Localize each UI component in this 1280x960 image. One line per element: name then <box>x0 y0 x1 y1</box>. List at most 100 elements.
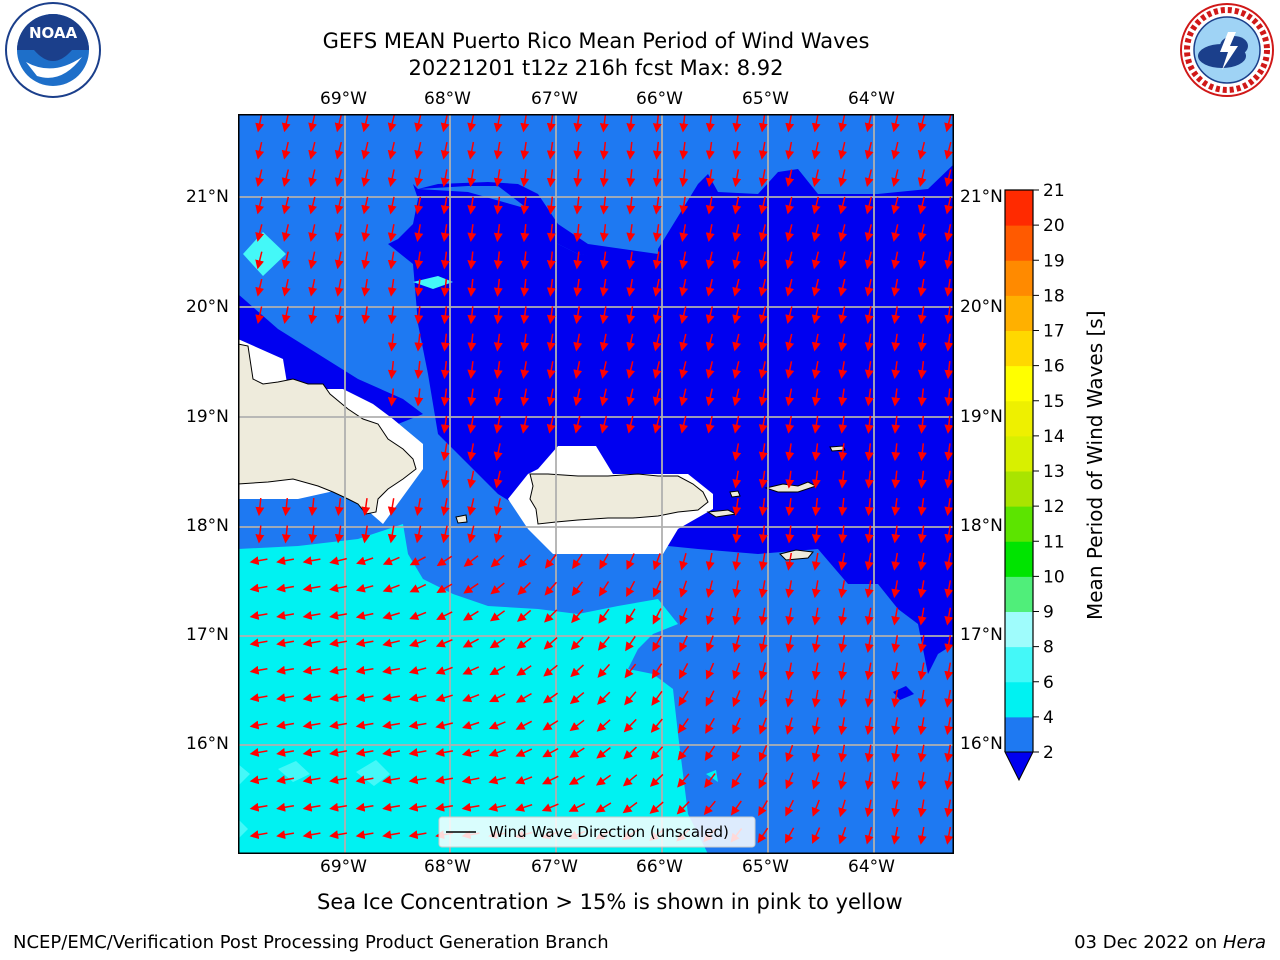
colorbar-box <box>1005 225 1033 261</box>
wave-direction-arrow <box>572 553 583 570</box>
colorbar-box <box>1005 611 1033 648</box>
wave-direction-arrow <box>249 775 268 785</box>
wave-direction-arrow <box>489 610 506 622</box>
wave-direction-arrow <box>705 169 715 188</box>
wave-direction-arrow <box>520 415 530 434</box>
wave-direction-arrow <box>626 224 636 242</box>
wave-direction-arrow <box>864 333 874 352</box>
lon-label-bottom-66w: 66°W <box>636 857 683 877</box>
wave-direction-arrow <box>785 689 795 708</box>
colorbar-tick-label: 15 <box>1043 392 1065 412</box>
wave-direction-arrow <box>811 388 821 407</box>
wave-direction-arrow <box>732 224 742 242</box>
wave-direction-arrow <box>891 635 901 653</box>
wave-direction-arrow <box>387 361 397 380</box>
wave-direction-arrow <box>785 388 795 407</box>
wave-direction-arrow <box>679 607 688 625</box>
wave-direction-arrow <box>493 415 503 434</box>
wave-direction-arrow <box>626 114 636 133</box>
wave-direction-arrow <box>599 196 609 215</box>
wave-direction-arrow <box>334 114 344 133</box>
wave-direction-arrow <box>382 830 401 840</box>
wave-direction-arrow <box>732 141 742 160</box>
wave-direction-arrow <box>626 196 636 215</box>
wave-direction-arrow <box>276 693 295 703</box>
wave-direction-arrow <box>864 552 874 571</box>
wave-direction-arrow <box>732 333 742 352</box>
colorbar-boxes <box>1004 189 1034 782</box>
wave-direction-arrow <box>705 114 715 133</box>
wave-direction-arrow <box>917 772 927 790</box>
wave-direction-arrow <box>838 388 848 407</box>
wave-direction-arrow <box>302 638 321 648</box>
wave-direction-arrow <box>626 306 636 325</box>
wave-direction-arrow <box>917 662 927 681</box>
wave-direction-arrow <box>705 333 715 352</box>
wave-direction-arrow <box>408 830 427 840</box>
wave-direction-arrow <box>515 692 532 703</box>
lat-label-left-20n: 20°N <box>186 297 229 317</box>
wave-direction-arrow <box>546 114 556 133</box>
wave-direction-arrow <box>361 525 371 544</box>
date-text: 03 Dec 2022 on Hera <box>1074 932 1266 953</box>
wave-direction-arrow <box>302 611 321 620</box>
wave-direction-arrow <box>732 552 742 571</box>
wave-direction-arrow <box>329 611 348 620</box>
wave-direction-arrow <box>652 415 662 434</box>
map-panel: Wind Wave Direction (unscaled) <box>238 114 954 854</box>
wave-direction-arrow <box>758 552 768 571</box>
wave-direction-arrow <box>785 224 795 242</box>
wave-direction-arrow <box>811 580 821 599</box>
wave-direction-arrow <box>626 388 636 407</box>
wave-direction-arrow <box>493 278 503 297</box>
wave-direction-arrow <box>382 775 401 785</box>
wave-direction-arrow <box>308 251 318 270</box>
wave-direction-arrow <box>493 498 503 516</box>
wave-direction-arrow <box>408 693 427 703</box>
wave-direction-arrow <box>944 799 954 818</box>
wave-direction-arrow <box>329 583 348 593</box>
wave-direction-arrow <box>917 306 927 325</box>
wave-direction-arrow <box>440 470 450 489</box>
wave-direction-arrow <box>546 141 556 160</box>
wave-direction-arrow <box>731 745 742 762</box>
wave-direction-arrow <box>516 637 532 649</box>
wave-direction-arrow <box>864 251 874 270</box>
wave-direction-arrow <box>382 638 400 648</box>
wave-direction-arrow <box>705 251 715 270</box>
wave-direction-arrow <box>626 553 635 570</box>
wave-direction-arrow <box>571 581 584 597</box>
wave-direction-arrow <box>440 525 450 544</box>
wave-direction-arrow <box>414 251 424 270</box>
wave-direction-arrow <box>758 361 768 379</box>
wave-direction-arrow <box>599 306 609 325</box>
credit-text: NCEP/EMC/Verification Post Processing Pr… <box>13 932 609 953</box>
wave-direction-arrow <box>255 251 265 270</box>
wave-direction-arrow <box>891 525 901 544</box>
wave-direction-arrow <box>493 388 503 407</box>
wave-direction-arrow <box>652 388 662 407</box>
wave-direction-arrow <box>461 748 480 757</box>
culebra-island <box>729 490 741 498</box>
wave-direction-arrow <box>488 775 506 785</box>
wave-direction-arrow <box>387 224 397 242</box>
wind-wave-direction-arrows <box>249 114 954 845</box>
wave-direction-arrow <box>626 333 636 352</box>
wave-direction-arrow <box>625 635 636 652</box>
wave-direction-arrow <box>276 830 295 840</box>
colorbar-tick-label: 6 <box>1043 673 1054 693</box>
wave-direction-arrow <box>440 498 450 516</box>
wave-direction-arrow <box>891 169 901 188</box>
wave-direction-arrow <box>838 662 848 681</box>
wave-direction-arrow <box>944 333 954 352</box>
wave-direction-arrow <box>489 693 506 703</box>
wave-direction-arrow <box>440 388 450 407</box>
wave-direction-arrow <box>891 361 901 379</box>
wave-direction-arrow <box>679 141 689 160</box>
wave-direction-arrow <box>302 802 321 812</box>
wave-direction-arrow <box>626 251 636 270</box>
wave-direction-arrow <box>679 552 688 571</box>
wave-direction-arrow <box>785 361 795 379</box>
wave-direction-arrow <box>570 664 585 678</box>
cyan-patch-east <box>628 764 658 814</box>
